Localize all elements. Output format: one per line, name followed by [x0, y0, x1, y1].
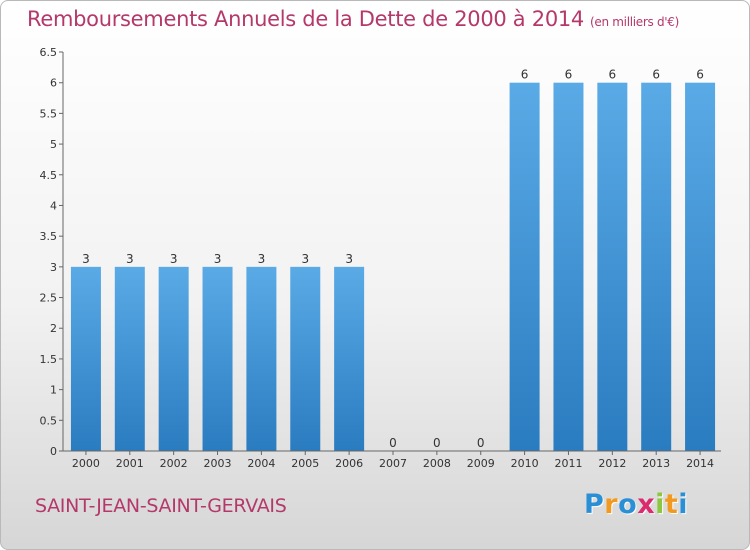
y-tick-label: 1.5: [40, 353, 58, 366]
bar: [70, 266, 101, 451]
bar-value-label: 3: [258, 252, 266, 266]
x-tick-label: 2009: [467, 457, 495, 470]
y-tick-label: 1: [50, 384, 57, 397]
x-tick-label: 2002: [160, 457, 188, 470]
y-axis: 0 0.5 1 1.5 2 2.5 3 3.5 4 4.5 5 5.5 6 6.5: [40, 46, 64, 458]
x-tick-label: 2012: [598, 457, 626, 470]
logo-letter: i: [655, 489, 665, 520]
bar-value-label: 3: [214, 252, 222, 266]
logo-letter: t: [664, 489, 679, 520]
bar: [641, 82, 672, 451]
chart-title-text: Remboursements Annuels de la Dette de 20…: [27, 7, 584, 31]
x-tick-label: 2010: [511, 457, 539, 470]
y-tick-label: 5.5: [40, 107, 58, 120]
bar-value-label: 6: [609, 68, 617, 82]
y-tick-label: 2.5: [40, 292, 58, 305]
bar-value-label: 6: [696, 68, 704, 82]
bar: [290, 266, 321, 451]
y-tick-label: 0: [50, 445, 57, 458]
x-tick-label: 2003: [204, 457, 232, 470]
bar: [158, 266, 189, 451]
bar-value-label: 3: [345, 252, 353, 266]
bar: [202, 266, 233, 451]
bars: 3 3 3 3 3 3 3 0 0 0 6 6 6 6 6: [70, 68, 716, 451]
bar-chart: 0 0.5 1 1.5 2 2.5 3 3.5 4 4.5 5 5.5 6 6.5 3 3 3 3 3 3 3 0 0 0 6…: [40, 46, 721, 470]
y-tick-label: 3: [50, 261, 57, 274]
bar-value-label: 6: [521, 68, 529, 82]
x-tick-label: 2006: [335, 457, 363, 470]
bar-value-label: 6: [565, 68, 573, 82]
logo-letter: o: [618, 489, 638, 520]
y-tick-label: 0.5: [40, 414, 58, 427]
x-tick-label: 2001: [116, 457, 144, 470]
logo-letter: x: [637, 489, 656, 520]
bar-value-label: 3: [170, 252, 178, 266]
bar-value-label: 0: [477, 436, 485, 450]
y-tick-label: 6.5: [40, 46, 58, 59]
x-tick-label: 2011: [554, 457, 582, 470]
bar-value-label: 0: [389, 436, 397, 450]
bar-value-label: 0: [433, 436, 441, 450]
bar: [553, 82, 584, 451]
bar: [509, 82, 540, 451]
logo-letter: r: [604, 489, 619, 520]
bar-value-label: 3: [126, 252, 134, 266]
y-tick-label: 3.5: [40, 230, 58, 243]
y-tick-label: 6: [50, 77, 57, 90]
x-tick-label: 2000: [72, 457, 100, 470]
bar: [685, 82, 716, 451]
chart-unit: (en milliers d'€): [590, 15, 680, 29]
y-tick-label: 4: [50, 199, 57, 212]
x-tick-label: 2014: [686, 457, 714, 470]
x-tick-label: 2013: [642, 457, 670, 470]
commune-name: SAINT-JEAN-SAINT-GERVAIS: [35, 495, 287, 517]
bar-value-label: 3: [82, 252, 90, 266]
logo-letter: i: [678, 489, 689, 520]
chart-title: Remboursements Annuels de la Dette de 20…: [27, 7, 679, 31]
bar: [597, 82, 628, 451]
proxiti-logo: Proxiti: [584, 489, 688, 520]
logo-letter: P: [584, 489, 605, 520]
x-tick-label: 2004: [247, 457, 275, 470]
bar: [114, 266, 145, 451]
x-tick-label: 2005: [291, 457, 319, 470]
y-tick-label: 5: [50, 138, 57, 151]
x-tick-label: 2007: [379, 457, 407, 470]
y-tick-label: 4.5: [40, 169, 58, 182]
y-tick-label: 2: [50, 322, 57, 335]
x-axis: 2000 2001 2002 2003 2004 2005 2006 2007 2008 2009…: [63, 450, 721, 470]
x-tick-label: 2008: [423, 457, 451, 470]
bar-value-label: 3: [301, 252, 309, 266]
bar-value-label: 6: [652, 68, 660, 82]
bar: [246, 266, 277, 451]
bar: [334, 266, 365, 451]
